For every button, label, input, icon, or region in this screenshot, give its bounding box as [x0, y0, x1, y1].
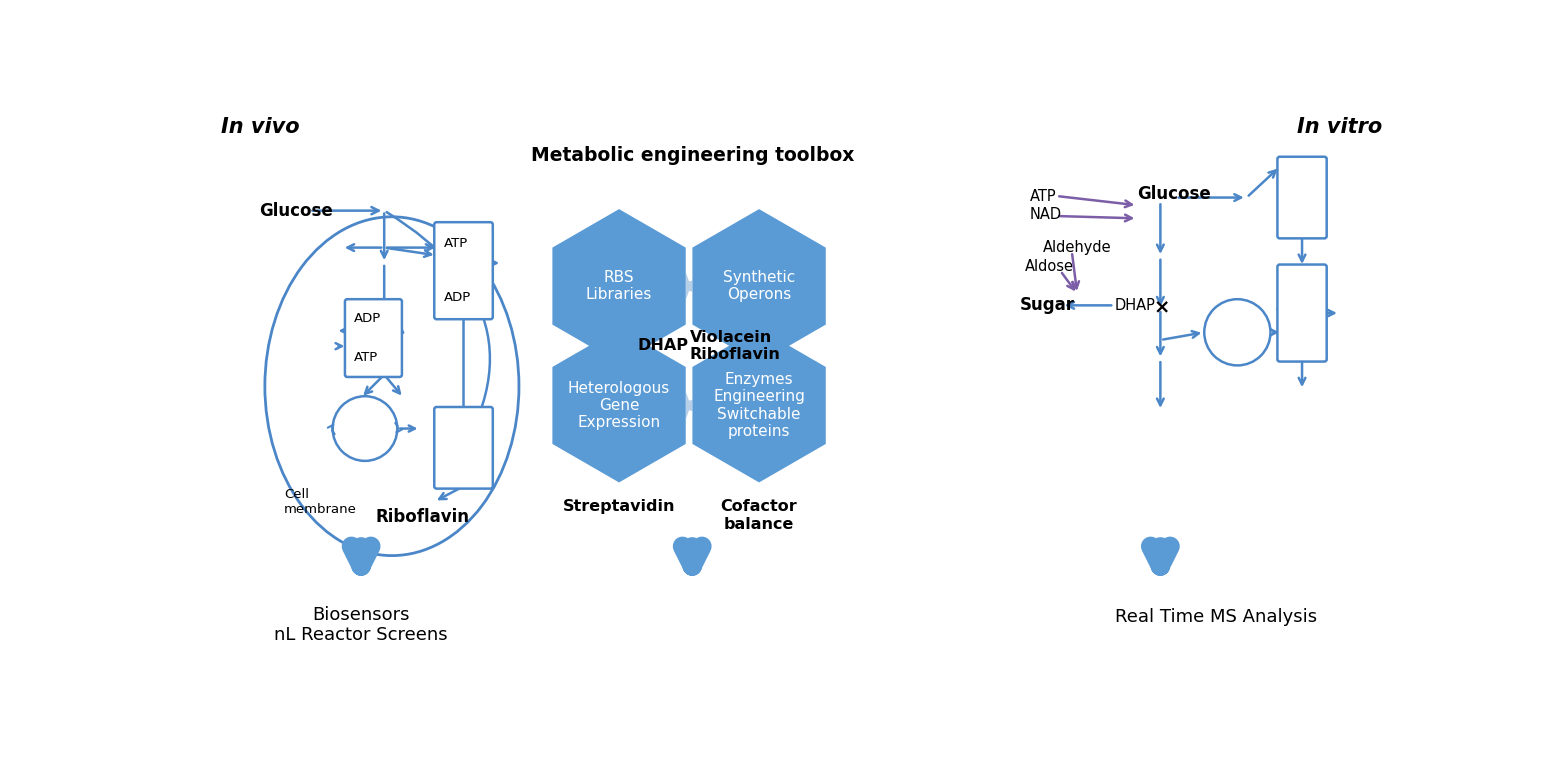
Polygon shape [693, 209, 826, 363]
Text: Synthetic
Operons: Synthetic Operons [723, 270, 795, 303]
Text: Cell
membrane: Cell membrane [285, 488, 357, 516]
Text: ADP: ADP [444, 291, 471, 304]
Text: In vitro: In vitro [1297, 117, 1383, 136]
Text: Riboflavin: Riboflavin [375, 508, 469, 526]
Text: ATP: ATP [444, 237, 469, 250]
FancyBboxPatch shape [435, 222, 493, 319]
FancyArrowPatch shape [386, 212, 490, 482]
Text: Glucose: Glucose [260, 202, 333, 220]
Text: ATP: ATP [353, 351, 377, 364]
FancyBboxPatch shape [346, 300, 402, 377]
Text: Biosensors
nL Reactor Screens: Biosensors nL Reactor Screens [274, 605, 447, 644]
Text: Aldose: Aldose [1024, 259, 1074, 275]
Text: Metabolic engineering toolbox: Metabolic engineering toolbox [530, 146, 854, 165]
FancyBboxPatch shape [1278, 157, 1326, 239]
Polygon shape [693, 328, 826, 483]
Text: ×: × [1154, 298, 1170, 317]
FancyBboxPatch shape [1278, 264, 1326, 362]
Text: RBS
Libraries: RBS Libraries [586, 270, 652, 303]
Text: Real Time MS Analysis: Real Time MS Analysis [1115, 608, 1317, 626]
Text: In vivo: In vivo [221, 117, 300, 136]
Text: Sugar: Sugar [1020, 296, 1074, 314]
Text: Violacein
Riboflavin: Violacein Riboflavin [690, 330, 780, 362]
Text: Glucose: Glucose [1137, 185, 1211, 203]
Text: Heterologous
Gene
Expression: Heterologous Gene Expression [568, 381, 671, 431]
Text: ATP: ATP [1029, 189, 1056, 204]
Text: ADP: ADP [353, 312, 380, 325]
Polygon shape [685, 392, 693, 420]
Text: NAD: NAD [1029, 207, 1062, 222]
Text: DHAP: DHAP [638, 339, 688, 353]
Text: Streptavidin: Streptavidin [563, 499, 676, 514]
Text: DHAP: DHAP [1114, 298, 1156, 313]
Polygon shape [552, 209, 685, 363]
FancyBboxPatch shape [435, 407, 493, 488]
Polygon shape [685, 272, 693, 300]
Polygon shape [552, 328, 685, 483]
Text: Enzymes
Engineering
Switchable
proteins: Enzymes Engineering Switchable proteins [713, 372, 805, 439]
Text: Cofactor
balance: Cofactor balance [721, 499, 798, 532]
Text: Aldehyde: Aldehyde [1043, 240, 1110, 255]
Polygon shape [744, 328, 773, 363]
Polygon shape [605, 328, 633, 363]
